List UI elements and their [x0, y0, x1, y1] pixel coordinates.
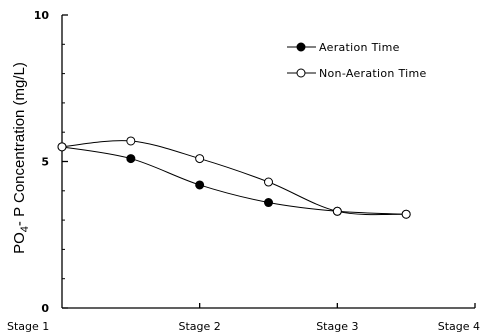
y-axis-title-subscript: 4 [19, 226, 31, 232]
y-axis-title-rest: - P Concentration (mg/L) [11, 62, 28, 226]
series-layer [57, 136, 411, 219]
plot-area: 0 5 10 Stage 1 Stage 2 Stage 3 Stage 4 [7, 9, 480, 333]
data-point-open [195, 154, 205, 164]
x-axis: Stage 1 Stage 2 Stage 3 Stage 4 [7, 303, 480, 333]
data-point-open [126, 136, 136, 146]
data-point-filled [195, 180, 205, 190]
data-point-open [332, 206, 342, 216]
y-axis: 0 5 10 [34, 9, 68, 315]
legend-marker-open [296, 68, 306, 78]
x-tick-label: Stage 3 [316, 320, 358, 333]
y-tick-label: 5 [41, 156, 49, 169]
legend-label: Aeration Time [319, 41, 400, 54]
y-axis-title: PO4- P Concentration (mg/L) [11, 62, 31, 254]
series-line [61, 146, 407, 215]
legend-label: Non-Aeration Time [319, 67, 427, 80]
x-tick-label: Stage 4 [438, 320, 480, 333]
series-line [61, 140, 407, 216]
y-tick-label: 0 [41, 302, 49, 315]
data-point-open [401, 209, 411, 219]
y-tick-label: 10 [34, 9, 50, 22]
data-point-open [264, 177, 273, 187]
legend-marker-filled [296, 42, 306, 52]
x-tick-label: Stage 1 [7, 320, 49, 333]
x-tick-label: Stage 2 [179, 320, 221, 333]
data-point-open [57, 142, 67, 152]
y-axis-title-main: PO [11, 232, 28, 254]
data-point-filled [264, 198, 273, 208]
legend: Aeration Time Non-Aeration Time [287, 41, 427, 80]
data-point-filled [126, 154, 136, 164]
